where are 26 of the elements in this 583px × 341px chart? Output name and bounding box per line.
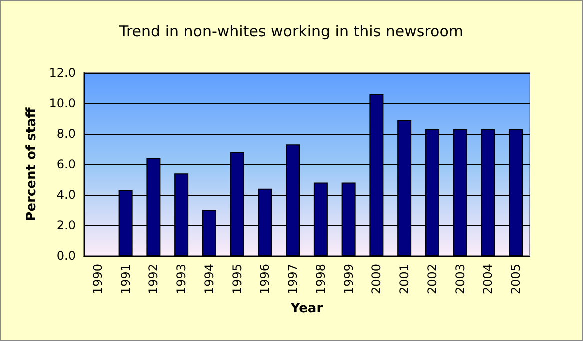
y-tick-label: 6.0 bbox=[56, 158, 76, 172]
x-tick-label: 2005 bbox=[509, 264, 524, 295]
x-tick-label: 1997 bbox=[286, 264, 300, 295]
x-tick-label: 1991 bbox=[118, 264, 133, 295]
x-tick-label: 1999 bbox=[342, 264, 356, 295]
y-tick-label: 10.0 bbox=[49, 96, 76, 110]
x-tick-label: 2003 bbox=[453, 264, 468, 295]
x-tick-label: 1995 bbox=[230, 264, 244, 295]
x-tick-label: 1998 bbox=[314, 264, 328, 295]
x-tick-label: 1993 bbox=[174, 264, 189, 295]
x-axis-title: Year bbox=[290, 301, 324, 316]
x-tick-label: 1996 bbox=[258, 264, 272, 295]
x-tick-label: 1990 bbox=[90, 264, 105, 295]
y-tick-label: 2.0 bbox=[56, 218, 76, 232]
y-axis-title: Percent of staff bbox=[24, 107, 40, 222]
y-tick-label: 8.0 bbox=[56, 127, 76, 141]
chart-title: Trend in non-whites working in this newsroom bbox=[118, 22, 464, 40]
x-tick-label: 2001 bbox=[398, 264, 412, 295]
x-tick-label: 1992 bbox=[146, 264, 161, 295]
x-tick-label: 2000 bbox=[370, 264, 384, 295]
x-tick-label: 2004 bbox=[481, 264, 496, 295]
y-tick-label: 4.0 bbox=[56, 188, 76, 202]
y-tick-label: 12.0 bbox=[49, 66, 76, 80]
x-tick-label: 2002 bbox=[425, 264, 440, 295]
y-tick-label: 0.0 bbox=[56, 249, 76, 263]
x-tick-label: 1994 bbox=[202, 264, 216, 295]
